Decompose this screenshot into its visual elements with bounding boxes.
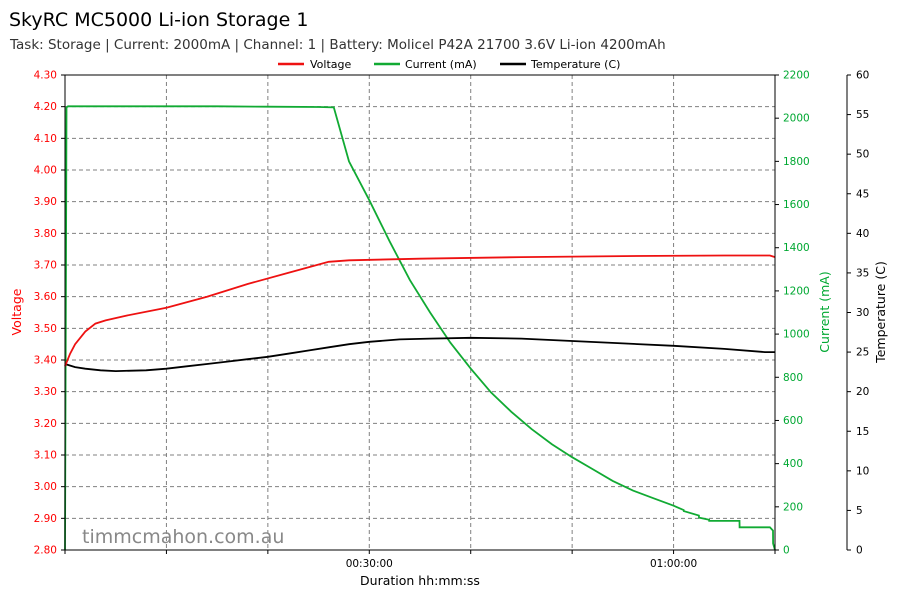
temperature-tick-label: 15	[856, 426, 869, 438]
plot-frame	[64, 74, 776, 551]
temperature-tick-label: 35	[856, 267, 869, 279]
voltage-tick-label: 3.70	[34, 260, 57, 272]
x-tick-label: 00:30:00	[346, 558, 393, 570]
legend-temperature-label: Temperature (C)	[530, 58, 620, 71]
current-axis-ticks: 0 200 400 600 800 1000 1200 1400 1600 1800 2000 220…	[775, 70, 810, 557]
temperature-axis-label: Temperature (C)	[873, 261, 888, 364]
temperature-tick-label: 20	[856, 386, 869, 398]
voltage-tick-label: 3.30	[34, 386, 57, 398]
temperature-tick-label: 30	[856, 307, 869, 319]
current-tick-label: 2000	[783, 113, 810, 125]
current-tick-label: 200	[783, 501, 803, 513]
voltage-tick-label: 3.20	[34, 418, 57, 430]
legend-voltage-label: Voltage	[310, 58, 351, 71]
current-series-line	[64, 105, 776, 551]
voltage-tick-label: 2.90	[34, 513, 57, 525]
voltage-tick-label: 3.80	[34, 228, 57, 240]
voltage-tick-label: 3.50	[34, 323, 57, 335]
current-tick-label: 1600	[783, 199, 810, 211]
voltage-tick-label: 3.10	[34, 450, 57, 462]
voltage-tick-label: 3.90	[34, 196, 57, 208]
current-tick-label: 1200	[783, 285, 810, 297]
chart-subtitle: Task: Storage | Current: 2000mA | Channe…	[10, 37, 666, 53]
temperature-tick-label: 60	[856, 70, 869, 82]
temperature-tick-label: 50	[856, 149, 869, 161]
voltage-series-line	[64, 254, 776, 367]
voltage-tick-label: 4.00	[34, 165, 57, 177]
voltage-axis-label: Voltage	[9, 288, 24, 335]
voltage-axis-ticks: 2.80 2.90 3.00 3.10 3.20 3.30 3.40 3.50 3.60 3.70…	[34, 70, 65, 557]
temperature-tick-label: 25	[856, 347, 869, 359]
temperature-series-line	[64, 336, 775, 373]
current-tick-label: 1400	[783, 242, 810, 254]
chart-title: SkyRC MC5000 Li-ion Storage 1	[9, 9, 309, 31]
voltage-tick-label: 4.30	[34, 70, 57, 82]
temperature-tick-label: 5	[856, 505, 863, 517]
voltage-tick-label: 2.80	[34, 545, 57, 557]
grid	[65, 75, 775, 550]
voltage-tick-label: 3.40	[34, 355, 57, 367]
current-tick-label: 600	[783, 415, 803, 427]
current-tick-label: 1000	[783, 329, 810, 341]
x-tick-label: 01:00:00	[650, 558, 697, 570]
current-tick-label: 400	[783, 458, 803, 470]
current-tick-label: 1800	[783, 156, 810, 168]
legend-current-label: Current (mA)	[405, 58, 477, 71]
x-axis-label: Duration hh:mm:ss	[360, 573, 480, 588]
current-tick-label: 0	[783, 545, 790, 557]
temperature-tick-label: 0	[856, 545, 863, 557]
watermark: timmcmahon.com.au	[82, 526, 284, 548]
voltage-tick-label: 4.20	[34, 101, 57, 113]
current-axis-label: Current (mA)	[817, 271, 832, 352]
temperature-axis-ticks: 0 5 10 15 20 25 30 35 40 45 50 55 60	[847, 70, 869, 557]
temperature-tick-label: 40	[856, 228, 869, 240]
current-tick-label: 800	[783, 372, 803, 384]
voltage-tick-label: 3.00	[34, 481, 57, 493]
legend: Voltage Current (mA) Temperature (C)	[278, 58, 620, 71]
voltage-tick-label: 4.10	[34, 133, 57, 145]
temperature-tick-label: 45	[856, 188, 869, 200]
voltage-tick-label: 3.60	[34, 291, 57, 303]
x-axis-ticks: 00:30:00 01:00:00	[64, 550, 776, 570]
current-tick-label: 2200	[783, 70, 810, 82]
temperature-tick-label: 10	[856, 465, 869, 477]
temperature-tick-label: 55	[856, 109, 869, 121]
